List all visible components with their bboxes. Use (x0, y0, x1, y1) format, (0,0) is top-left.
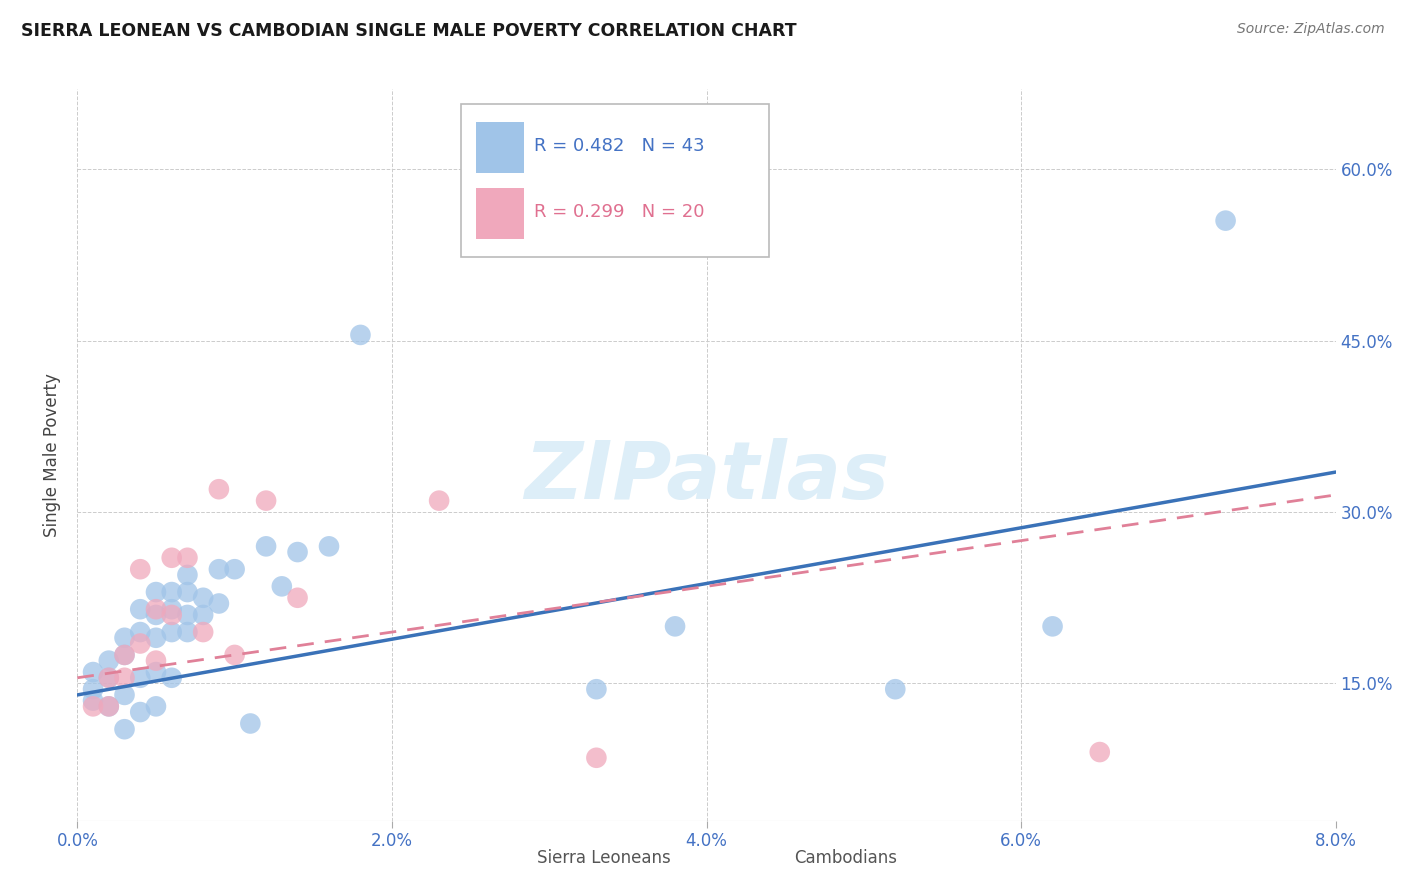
Point (97, 671, 120, 685)
Point (427, 493, 450, 508)
Bar (477, 122, 524, 173)
Point (129, 636, 152, 650)
Text: R = 0.482   N = 43: R = 0.482 N = 43 (534, 137, 704, 155)
Point (585, 682, 607, 697)
Point (114, 648, 136, 662)
Point (254, 539, 277, 553)
Text: Sierra Leoneans: Sierra Leoneans (537, 849, 671, 867)
Point (145, 585, 167, 599)
Point (129, 705, 152, 719)
Point (176, 625, 198, 640)
Point (97, 671, 120, 685)
Point (1042, 619, 1064, 633)
Point (287, 545, 309, 559)
Point (208, 597, 231, 611)
Text: Source: ZipAtlas.com: Source: ZipAtlas.com (1237, 22, 1385, 37)
Point (318, 539, 340, 553)
Text: ZIPatlas: ZIPatlas (524, 438, 889, 516)
Point (1088, 745, 1111, 759)
Point (176, 585, 198, 599)
Point (349, 327, 371, 342)
Point (145, 607, 167, 622)
Point (254, 493, 277, 508)
Point (160, 550, 183, 565)
Point (160, 625, 183, 640)
Point (129, 671, 152, 685)
Point (114, 723, 136, 737)
Point (224, 648, 246, 662)
Point (191, 591, 215, 605)
Point (585, 751, 607, 765)
Point (145, 699, 167, 714)
Point (176, 550, 198, 565)
Point (270, 579, 292, 593)
Point (160, 671, 183, 685)
Point (287, 591, 309, 605)
Bar (751, 843, 786, 873)
Point (176, 607, 198, 622)
Point (160, 607, 183, 622)
Point (129, 562, 152, 576)
Text: R = 0.299   N = 20: R = 0.299 N = 20 (534, 203, 704, 221)
Text: Cambodians: Cambodians (794, 849, 897, 867)
Point (224, 562, 246, 576)
Point (208, 482, 231, 496)
Point (82, 665, 104, 679)
Point (160, 585, 183, 599)
Point (208, 562, 231, 576)
Text: SIERRA LEONEAN VS CAMBODIAN SINGLE MALE POVERTY CORRELATION CHART: SIERRA LEONEAN VS CAMBODIAN SINGLE MALE … (21, 22, 797, 40)
Point (1215, 213, 1237, 227)
Point (145, 602, 167, 616)
Point (664, 619, 686, 633)
Point (82, 693, 104, 707)
Point (191, 607, 215, 622)
Point (129, 602, 152, 616)
Point (191, 625, 215, 640)
Bar (492, 843, 527, 873)
Point (145, 631, 167, 645)
Point (145, 654, 167, 668)
Point (114, 688, 136, 702)
Point (176, 568, 198, 582)
Point (239, 716, 262, 731)
Point (145, 665, 167, 679)
Point (884, 682, 907, 697)
Point (97, 699, 120, 714)
Bar (477, 188, 524, 239)
FancyBboxPatch shape (461, 103, 769, 258)
Point (114, 631, 136, 645)
Point (97, 654, 120, 668)
Point (97, 699, 120, 714)
Point (114, 648, 136, 662)
Point (82, 699, 104, 714)
Point (82, 682, 104, 697)
Point (160, 602, 183, 616)
Point (114, 671, 136, 685)
Y-axis label: Single Male Poverty: Single Male Poverty (44, 373, 62, 537)
Point (129, 625, 152, 640)
